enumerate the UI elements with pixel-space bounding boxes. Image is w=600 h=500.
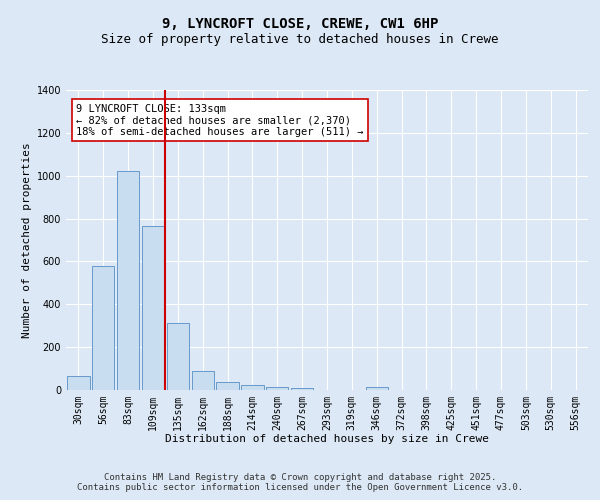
- Text: Contains HM Land Registry data © Crown copyright and database right 2025.
Contai: Contains HM Land Registry data © Crown c…: [77, 473, 523, 492]
- Bar: [241, 386, 263, 390]
- Bar: [67, 376, 89, 390]
- Bar: [291, 388, 313, 390]
- Y-axis label: Number of detached properties: Number of detached properties: [22, 142, 32, 338]
- Text: 9 LYNCROFT CLOSE: 133sqm
← 82% of detached houses are smaller (2,370)
18% of sem: 9 LYNCROFT CLOSE: 133sqm ← 82% of detach…: [76, 104, 364, 136]
- Bar: [92, 266, 115, 390]
- Bar: [142, 226, 164, 390]
- Bar: [365, 387, 388, 390]
- X-axis label: Distribution of detached houses by size in Crewe: Distribution of detached houses by size …: [165, 434, 489, 444]
- Bar: [117, 172, 139, 390]
- Bar: [167, 322, 189, 390]
- Text: Size of property relative to detached houses in Crewe: Size of property relative to detached ho…: [101, 32, 499, 46]
- Text: 9, LYNCROFT CLOSE, CREWE, CW1 6HP: 9, LYNCROFT CLOSE, CREWE, CW1 6HP: [162, 18, 438, 32]
- Bar: [217, 382, 239, 390]
- Bar: [266, 388, 289, 390]
- Bar: [191, 370, 214, 390]
